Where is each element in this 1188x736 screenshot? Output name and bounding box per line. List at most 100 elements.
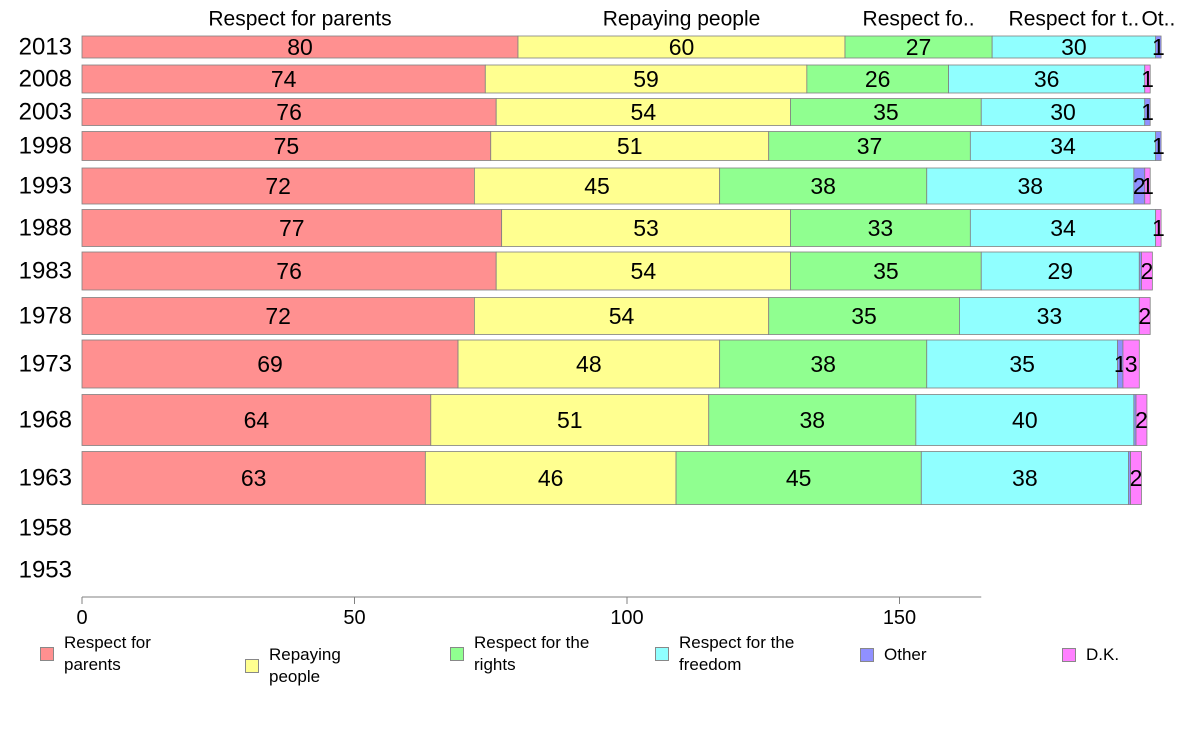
legend-label: Repaying people <box>269 645 341 686</box>
data-label: 27 <box>906 34 932 60</box>
bar-segment <box>1135 394 1148 446</box>
bar-segment <box>675 451 922 505</box>
data-label: 37 <box>857 133 883 159</box>
bar-segment <box>719 167 928 205</box>
bar-segment <box>490 131 770 161</box>
data-label: 40 <box>1012 407 1038 433</box>
bar-segment <box>81 167 475 205</box>
bar-segment <box>1155 35 1162 59</box>
x-tick-label: 0 <box>76 607 87 629</box>
bar-segment <box>1144 167 1151 205</box>
data-label: 63 <box>241 465 267 491</box>
bar-segment <box>81 251 497 291</box>
data-label: 2 <box>1138 303 1151 329</box>
x-tick-label: 100 <box>610 607 643 629</box>
y-tick-label: 2013 <box>19 34 72 61</box>
bar-segment <box>980 98 1146 126</box>
bar-segment <box>1122 339 1140 389</box>
data-label: 51 <box>617 133 643 159</box>
bar-segment <box>915 394 1135 446</box>
legend-item: Respect for the rights <box>450 632 594 676</box>
data-label: 51 <box>557 407 583 433</box>
series-top-label: Repaying people <box>603 8 761 31</box>
legend-item: Repaying people <box>245 644 389 688</box>
legend-swatch <box>245 659 259 673</box>
bar-segment <box>790 209 971 247</box>
legend-swatch <box>860 648 874 662</box>
legend-label: Other <box>884 645 927 664</box>
bar-segment <box>948 64 1146 94</box>
bar-segment <box>81 339 459 389</box>
y-tick-label: 1953 <box>19 557 72 584</box>
data-label: 1 <box>1152 215 1165 241</box>
bar-segment <box>473 297 770 335</box>
legend-label: Respect for the freedom <box>679 633 795 674</box>
bar-segment <box>926 339 1118 389</box>
data-label: 35 <box>851 303 877 329</box>
data-label: 80 <box>287 34 313 60</box>
bar-segment <box>920 451 1129 505</box>
y-tick-label: 1988 <box>19 215 72 242</box>
data-label: 54 <box>609 303 635 329</box>
data-label: 76 <box>276 99 302 125</box>
legend-label: Respect for parents <box>64 633 151 674</box>
legend-label: Respect for the rights <box>474 633 590 674</box>
bar-segment <box>1138 297 1151 335</box>
bar-segment <box>768 297 960 335</box>
data-label: 30 <box>1061 34 1087 60</box>
legend-label: D.K. <box>1086 645 1120 664</box>
data-label: 2 <box>1141 258 1154 284</box>
bar-area: 80 60 27 30 1 74 59 26 36 1 76 54 35 30 1 75 51 37 34 1 72 45… <box>81 34 1165 505</box>
legend-swatch <box>40 647 54 661</box>
bar-segment <box>1144 64 1151 94</box>
bar-segment <box>81 64 486 94</box>
data-label: 35 <box>873 258 899 284</box>
data-label: 60 <box>669 34 695 60</box>
x-tick-label: 150 <box>883 607 916 629</box>
bar-segment <box>484 64 808 94</box>
y-tick-label: 1983 <box>19 258 72 285</box>
series-top-label: Ot.. <box>1141 8 1175 31</box>
data-label: 1 <box>1152 34 1165 60</box>
data-label: 59 <box>633 66 659 92</box>
y-tick-label: 1963 <box>19 465 72 492</box>
data-label: 1 <box>1141 173 1154 199</box>
data-label: 54 <box>631 258 657 284</box>
data-label: 1 <box>1152 133 1165 159</box>
data-label: 1 <box>1141 99 1154 125</box>
legend-item: Other <box>860 644 927 666</box>
top-series-labels: Respect for parents Repaying people Respec… <box>208 8 1175 31</box>
data-label: 29 <box>1047 258 1073 284</box>
bar-segment <box>1141 251 1153 291</box>
data-label: 45 <box>584 173 610 199</box>
bar-segment <box>457 339 721 389</box>
bar-segment <box>424 451 677 505</box>
chart-legend: Respect for parents Repaying people Respec… <box>0 633 1188 700</box>
data-label: 64 <box>244 407 270 433</box>
data-label: 2 <box>1133 173 1146 199</box>
data-label: 38 <box>1012 465 1038 491</box>
legend-swatch <box>450 647 464 661</box>
legend-item: D.K. <box>1062 644 1119 666</box>
bar-segment <box>81 131 492 161</box>
y-tick-label: 1978 <box>19 303 72 330</box>
data-label: 1 <box>1141 66 1154 92</box>
bar-segment <box>806 64 949 94</box>
data-label: 35 <box>873 99 899 125</box>
data-label: 76 <box>276 258 302 284</box>
data-label: 2 <box>1130 465 1143 491</box>
data-label: 26 <box>865 66 891 92</box>
y-tick-label: 1998 <box>19 133 72 160</box>
data-label: 38 <box>810 173 836 199</box>
data-label: 75 <box>274 133 300 159</box>
x-tick-label: 50 <box>343 607 365 629</box>
data-label: 33 <box>868 215 894 241</box>
bar-segment <box>81 297 475 335</box>
bar-segment <box>501 209 791 247</box>
data-label: 74 <box>271 66 297 92</box>
bar-segment <box>81 394 432 446</box>
y-tick-label: 2008 <box>19 66 72 93</box>
series-top-label: Respect for parents <box>208 8 391 31</box>
bar-segment <box>719 339 928 389</box>
